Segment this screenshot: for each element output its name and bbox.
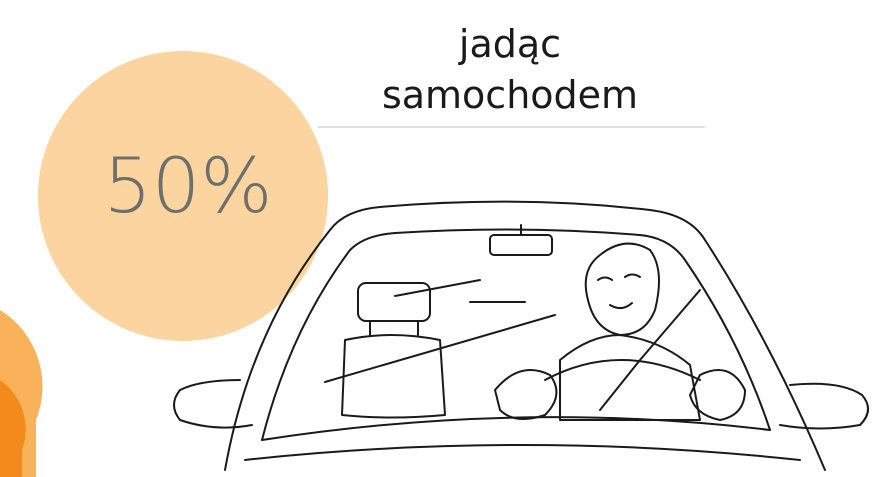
hand-left <box>495 370 556 419</box>
head <box>586 244 659 335</box>
headrest-posts <box>370 321 418 335</box>
glare <box>325 280 555 382</box>
stat-value: 50% <box>104 141 273 230</box>
steering-wheel <box>545 360 700 380</box>
seat <box>342 335 445 418</box>
decor-arcs <box>0 310 42 477</box>
mirror-right <box>780 384 868 429</box>
windshield <box>262 229 770 440</box>
caption-line: jadąc <box>458 22 561 66</box>
hood <box>245 445 800 460</box>
torso <box>560 335 700 420</box>
face <box>598 275 640 309</box>
caption-line: samochodem <box>382 73 638 117</box>
headrest <box>358 283 430 321</box>
infographic: 50% jadąc samochodem <box>0 0 885 477</box>
rearview-mirror <box>490 235 552 255</box>
body: 50% jadąc samochodem (() => { const data… <box>0 0 885 477</box>
page: jadąc samochodem {"stat": {"label": "50%… <box>0 0 885 477</box>
